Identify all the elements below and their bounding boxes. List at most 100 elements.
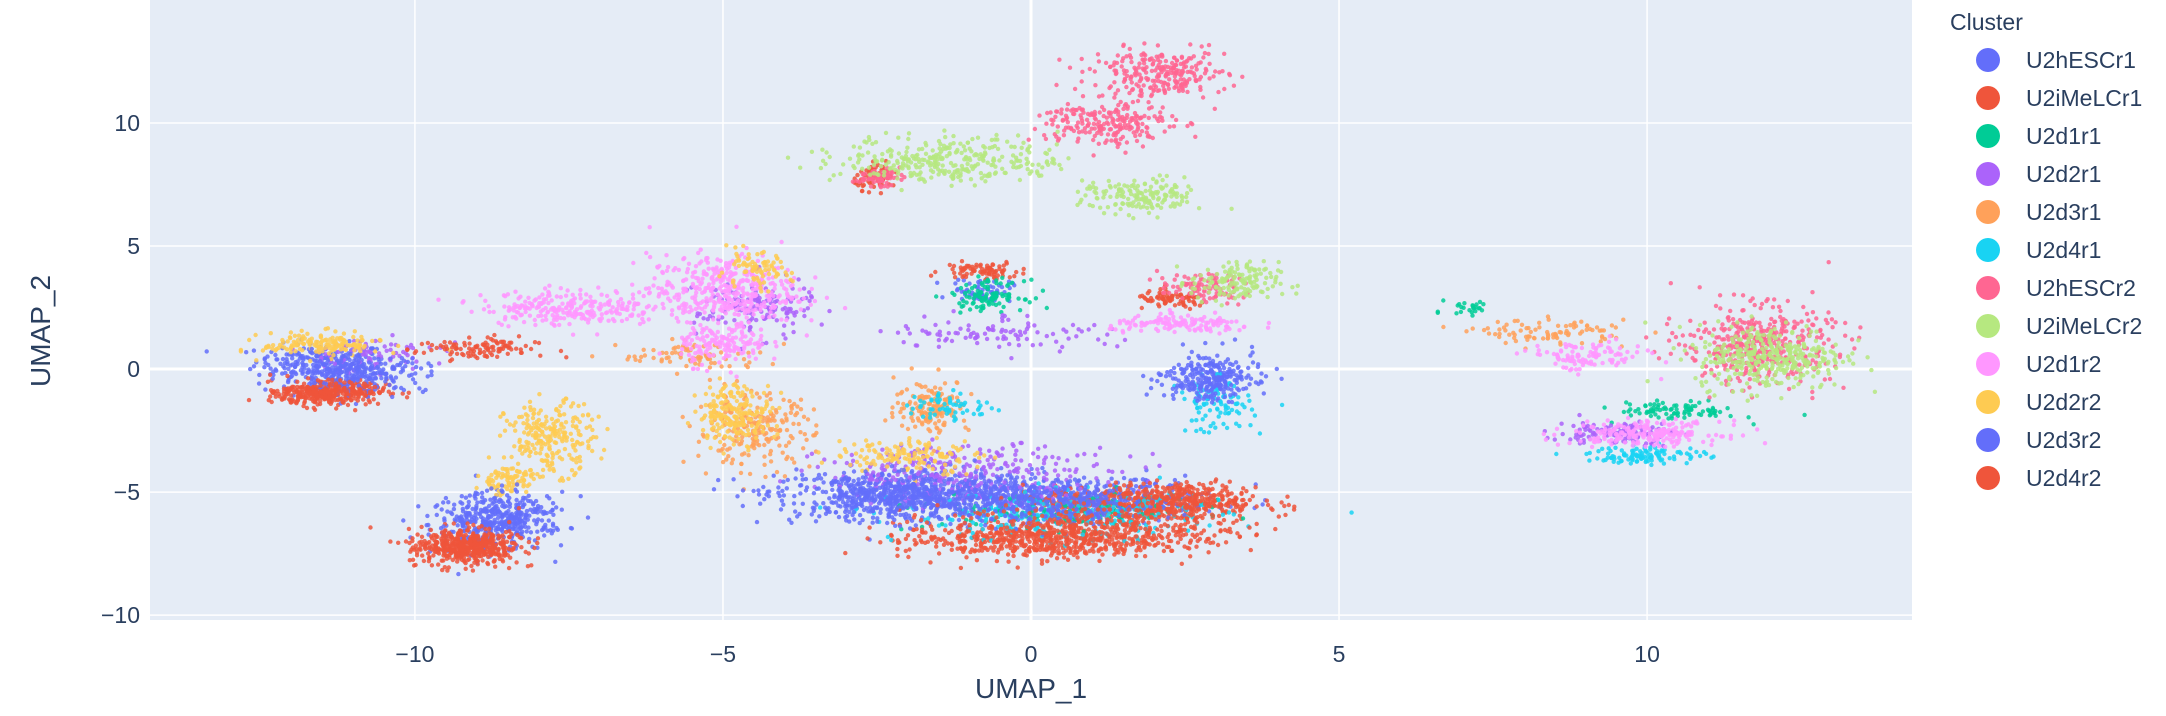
data-point bbox=[696, 453, 701, 458]
data-point bbox=[1602, 405, 1607, 410]
data-point bbox=[529, 563, 534, 568]
data-point bbox=[1201, 429, 1207, 435]
data-point bbox=[1435, 310, 1441, 315]
data-point bbox=[720, 315, 725, 320]
data-point bbox=[1082, 451, 1087, 457]
data-point bbox=[1115, 344, 1120, 349]
data-point bbox=[943, 338, 948, 343]
data-point bbox=[257, 372, 262, 378]
data-point bbox=[818, 476, 824, 481]
data-point bbox=[1116, 540, 1121, 545]
data-point bbox=[880, 463, 885, 468]
data-point bbox=[1207, 408, 1213, 413]
data-point bbox=[890, 414, 895, 420]
data-point bbox=[651, 347, 656, 353]
data-point bbox=[963, 425, 968, 430]
data-point bbox=[871, 470, 876, 475]
data-point bbox=[1697, 400, 1702, 405]
data-point bbox=[1110, 469, 1115, 474]
data-point bbox=[1044, 305, 1050, 311]
data-point bbox=[1001, 304, 1006, 310]
data-point bbox=[1200, 417, 1205, 422]
data-point bbox=[973, 542, 979, 548]
data-point bbox=[855, 172, 860, 178]
data-point bbox=[783, 336, 788, 341]
data-point bbox=[410, 377, 416, 382]
data-point bbox=[1276, 514, 1282, 519]
data-point bbox=[1653, 330, 1658, 335]
data-point bbox=[951, 263, 957, 269]
data-point bbox=[1240, 516, 1246, 521]
data-point bbox=[963, 335, 968, 340]
data-point bbox=[246, 397, 252, 403]
data-point bbox=[1655, 404, 1661, 410]
data-point bbox=[1226, 410, 1232, 415]
data-point bbox=[1014, 448, 1019, 453]
data-point bbox=[789, 456, 795, 461]
data-point bbox=[1142, 554, 1148, 559]
data-point bbox=[1133, 477, 1139, 482]
data-point bbox=[1003, 461, 1008, 467]
data-point bbox=[804, 437, 809, 442]
data-point bbox=[1503, 340, 1508, 346]
data-point bbox=[951, 496, 956, 502]
data-point bbox=[1470, 326, 1475, 331]
data-point bbox=[1000, 275, 1005, 280]
data-point bbox=[1007, 469, 1012, 474]
data-point bbox=[987, 265, 993, 271]
data-point bbox=[770, 361, 775, 367]
data-point bbox=[1152, 543, 1157, 548]
data-point bbox=[1637, 411, 1642, 416]
data-point bbox=[950, 517, 955, 523]
data-point bbox=[1349, 510, 1354, 515]
data-point bbox=[798, 407, 804, 412]
data-point bbox=[895, 546, 900, 552]
data-point bbox=[684, 363, 689, 369]
data-point bbox=[1231, 512, 1237, 517]
data-point bbox=[1084, 531, 1089, 537]
data-point bbox=[1160, 542, 1166, 547]
data-point bbox=[878, 191, 884, 196]
data-point bbox=[1040, 465, 1045, 471]
data-point bbox=[371, 397, 376, 402]
data-point bbox=[1066, 336, 1071, 341]
data-point bbox=[1119, 541, 1124, 547]
data-point bbox=[940, 295, 945, 300]
data-point bbox=[803, 476, 809, 482]
data-point bbox=[762, 454, 767, 459]
data-point bbox=[674, 371, 680, 376]
data-point bbox=[1122, 337, 1128, 343]
data-point bbox=[701, 316, 706, 321]
data-point bbox=[788, 433, 793, 439]
data-point bbox=[985, 457, 990, 463]
data-point bbox=[381, 385, 386, 390]
data-point bbox=[1120, 469, 1125, 475]
data-point bbox=[367, 349, 372, 354]
data-point bbox=[809, 512, 814, 517]
data-point bbox=[802, 432, 807, 437]
data-point bbox=[991, 327, 996, 333]
data-point bbox=[783, 412, 788, 417]
data-point bbox=[920, 422, 925, 427]
data-point bbox=[1013, 452, 1018, 457]
data-point bbox=[915, 416, 921, 421]
data-point bbox=[1540, 336, 1546, 341]
data-point bbox=[991, 548, 996, 553]
data-point bbox=[1687, 412, 1692, 417]
data-point bbox=[1044, 471, 1049, 477]
data-point bbox=[936, 523, 942, 528]
data-point bbox=[1237, 513, 1243, 518]
data-point bbox=[984, 336, 990, 342]
data-point bbox=[875, 473, 880, 478]
data-point bbox=[739, 461, 744, 467]
data-point bbox=[1183, 304, 1188, 309]
data-point bbox=[1503, 328, 1508, 333]
data-point bbox=[1105, 332, 1110, 337]
data-point bbox=[933, 421, 938, 426]
data-point bbox=[802, 313, 807, 319]
data-point bbox=[1220, 512, 1226, 517]
data-point bbox=[1000, 315, 1005, 321]
data-point bbox=[817, 514, 822, 519]
data-point bbox=[722, 442, 727, 448]
data-point bbox=[410, 536, 415, 541]
